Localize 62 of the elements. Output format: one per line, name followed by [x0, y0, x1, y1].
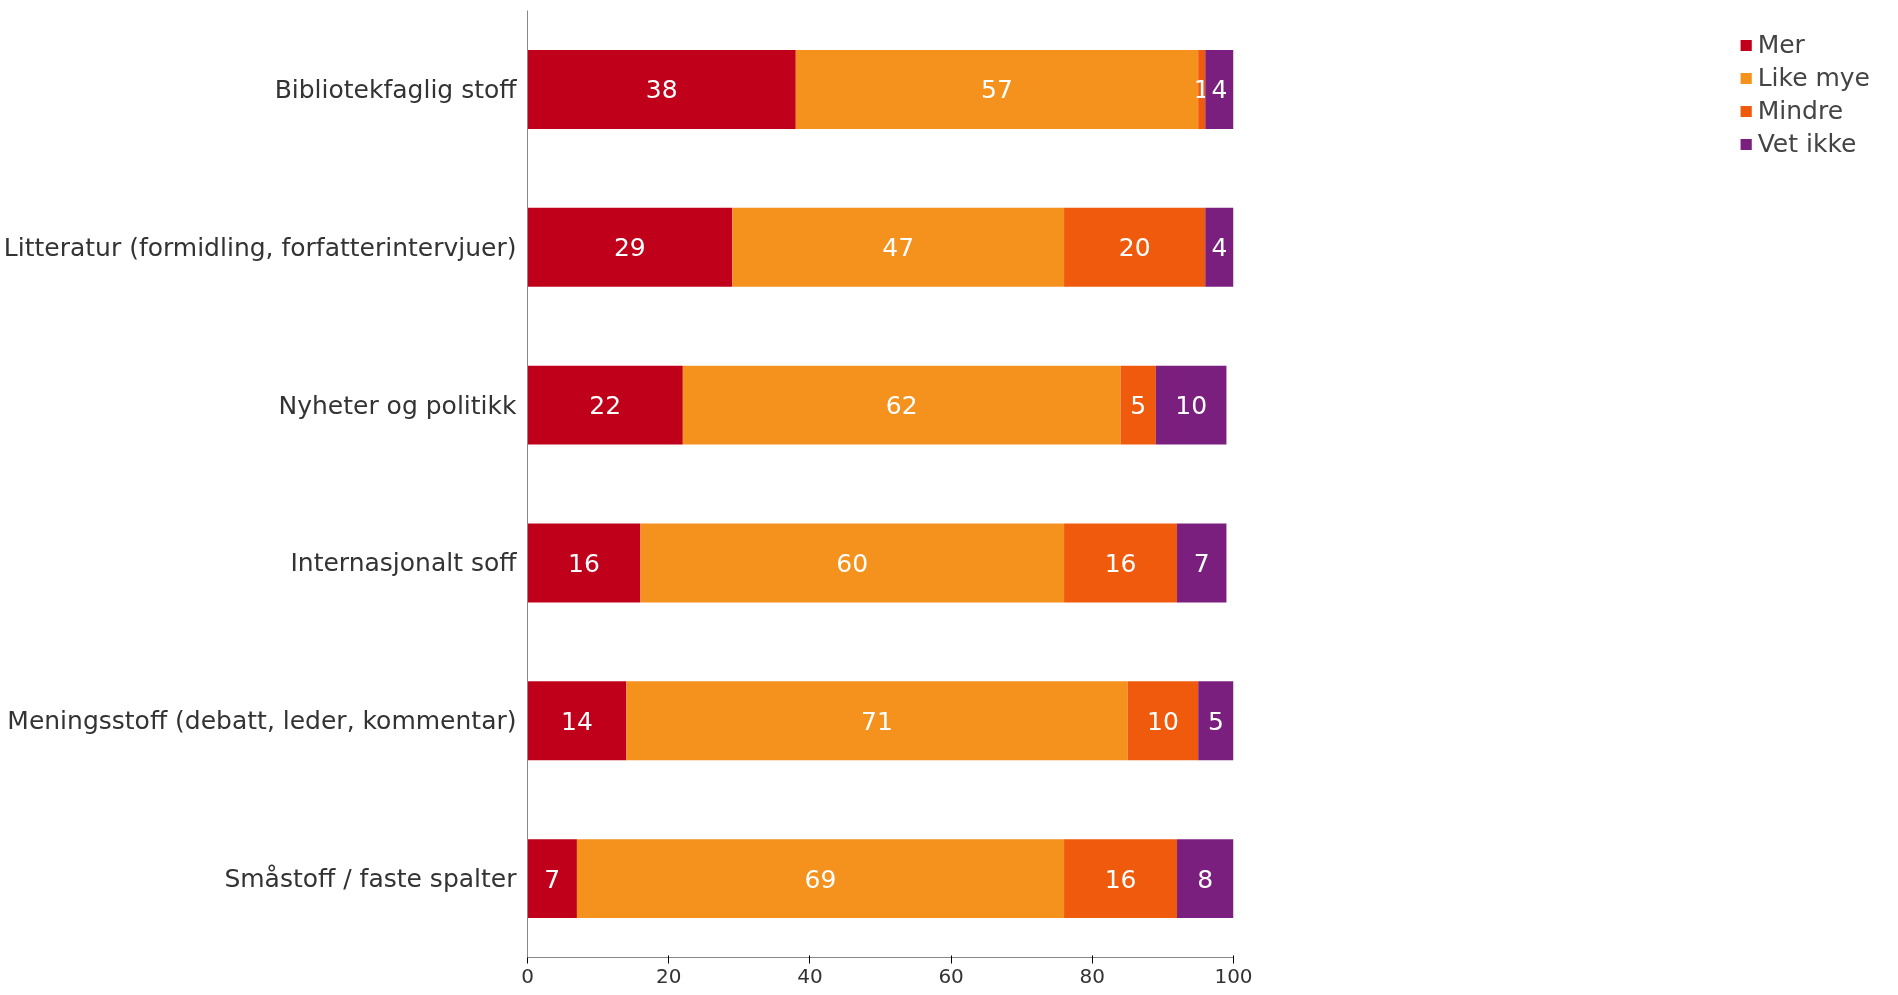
- data-label: 71: [861, 706, 893, 736]
- x-tick-label: 0: [521, 963, 534, 988]
- bar: [1064, 839, 1178, 919]
- legend-label: Like mye: [1757, 63, 1870, 92]
- data-label: 57: [981, 75, 1013, 105]
- data-label: 22: [589, 391, 622, 421]
- y-tick-label: Internasjonalt soff: [290, 548, 518, 578]
- x-tick-label: 40: [797, 963, 823, 988]
- x-tick-label: 100: [1214, 963, 1253, 988]
- bar: [1205, 49, 1234, 129]
- bar: [527, 523, 641, 603]
- data-label: 1: [1193, 75, 1210, 105]
- data-label: 7: [544, 864, 561, 894]
- data-label: 7: [1193, 548, 1210, 578]
- bar: [1120, 365, 1156, 445]
- bar: [1205, 207, 1234, 287]
- bar: [1198, 681, 1234, 761]
- bar: [1177, 523, 1227, 603]
- bar: [1127, 681, 1199, 761]
- bar: [682, 365, 1121, 445]
- legend-label: Vet ikke: [1757, 129, 1857, 158]
- bar: [626, 681, 1128, 761]
- y-tick-label: Nyheter og politikk: [278, 390, 518, 420]
- data-label: 4: [1211, 233, 1228, 263]
- data-label: 8: [1197, 864, 1214, 894]
- data-label: 16: [568, 548, 600, 578]
- bar: [527, 365, 683, 445]
- data-label: 69: [804, 864, 837, 894]
- bar: [1064, 523, 1178, 603]
- data-label: 16: [1104, 548, 1137, 578]
- bar: [732, 207, 1065, 287]
- y-tick-label: Småstoff / faste spalter: [224, 864, 518, 894]
- x-tick-label: 80: [1079, 963, 1106, 988]
- data-label: 5: [1130, 391, 1147, 421]
- bar: [527, 839, 577, 919]
- bar: [576, 839, 1065, 919]
- data-label: 10: [1146, 706, 1179, 736]
- data-label: 29: [613, 233, 646, 263]
- data-label: 10: [1175, 391, 1208, 421]
- bar: [1155, 365, 1227, 445]
- data-label: 47: [882, 233, 915, 263]
- bar: [527, 49, 796, 129]
- data-label: 4: [1211, 75, 1228, 105]
- bar: [527, 681, 627, 761]
- data-label: 20: [1118, 233, 1151, 263]
- data-label: 5: [1207, 706, 1224, 736]
- data-label: 38: [645, 75, 678, 105]
- y-tick-label: Meningsstoff (debatt, leder, kommentar): [7, 706, 517, 736]
- x-tick-label: 20: [655, 963, 682, 988]
- bar: [640, 523, 1065, 603]
- data-label: 14: [561, 706, 593, 736]
- y-tick-label: Bibliotekfaglig stoff: [274, 74, 518, 104]
- data-label: 60: [836, 548, 869, 578]
- bar: [527, 207, 733, 287]
- bar: [1177, 839, 1234, 919]
- bar: [1064, 207, 1206, 287]
- data-label: 62: [885, 391, 918, 421]
- legend-label: Mer: [1757, 30, 1805, 59]
- data-label: 16: [1104, 864, 1137, 894]
- legend-label: Mindre: [1757, 96, 1844, 125]
- x-tick-label: 60: [938, 963, 964, 988]
- y-tick-label: Litteratur (formidling, forfatterintervjuer): [3, 232, 517, 262]
